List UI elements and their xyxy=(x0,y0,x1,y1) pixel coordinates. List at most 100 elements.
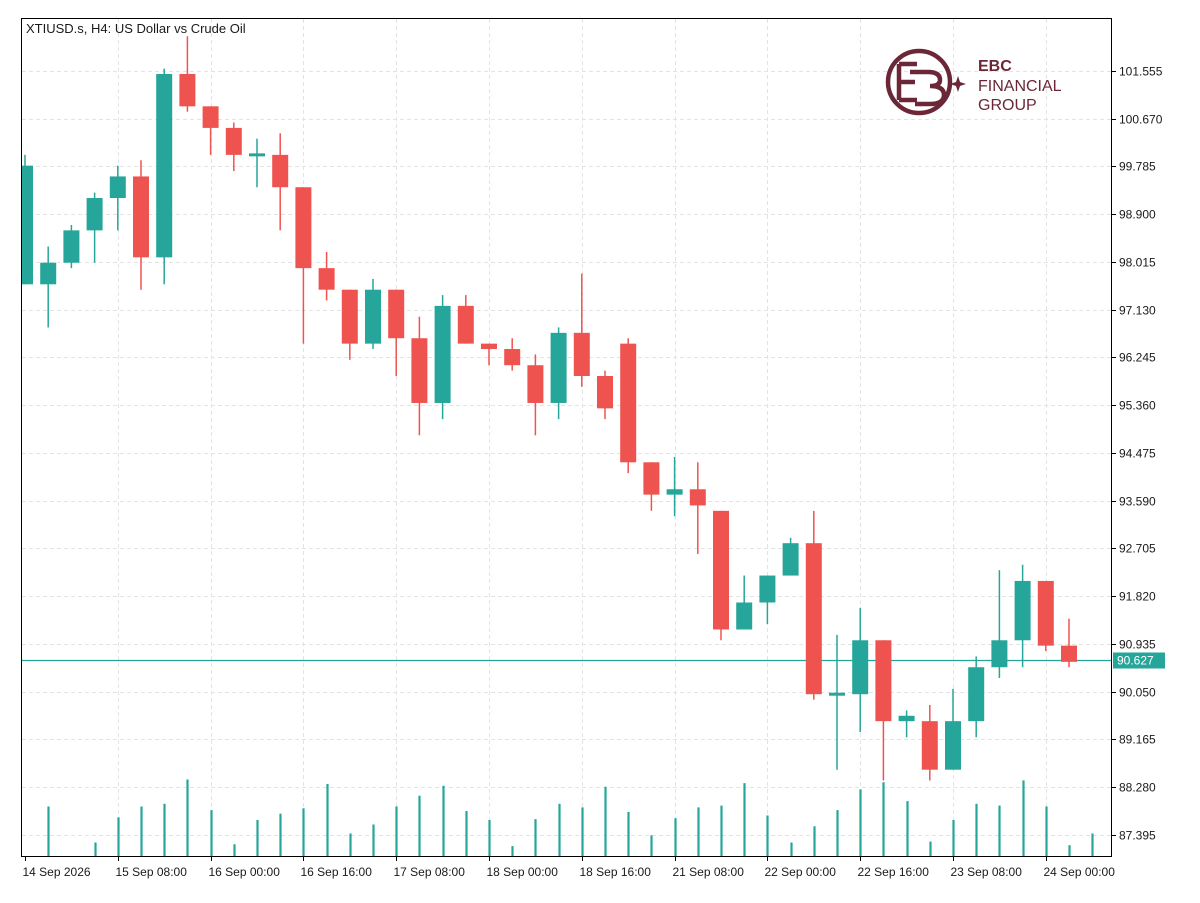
plot-frame xyxy=(21,18,1112,857)
candle-body xyxy=(365,289,381,344)
candle-bullish xyxy=(945,688,961,770)
candle-bullish xyxy=(550,327,567,420)
candle-bearish xyxy=(202,106,219,155)
candle-bullish xyxy=(86,192,103,263)
candle-bearish xyxy=(1037,580,1054,652)
candle-bearish xyxy=(341,289,358,360)
candle-bearish xyxy=(805,510,822,700)
candle-bearish xyxy=(597,370,613,420)
x-tick-label: 15 Sep 08:00 xyxy=(116,865,188,879)
candle-bullish xyxy=(22,154,33,285)
candle-bullish xyxy=(782,537,799,576)
logo-text-group: GROUP xyxy=(978,97,1037,114)
current-price-tag-layer: 90.627 xyxy=(1113,652,1165,669)
candle-body xyxy=(829,692,845,696)
y-tick-label: 89.165 xyxy=(1119,733,1156,747)
candle-bullish xyxy=(156,68,173,285)
x-tick-label: 21 Sep 08:00 xyxy=(673,865,745,879)
y-tick-label: 90.050 xyxy=(1119,686,1156,700)
candle-body xyxy=(759,575,776,603)
candle-bullish xyxy=(249,138,265,188)
candle-bearish xyxy=(573,273,590,387)
candle-body xyxy=(388,289,405,339)
candle-body xyxy=(22,165,33,285)
candle-body xyxy=(272,154,289,188)
x-tick-label: 22 Sep 00:00 xyxy=(765,865,837,879)
candle-body xyxy=(434,305,451,403)
candle-bearish xyxy=(481,343,497,366)
y-tick-label: 98.015 xyxy=(1119,256,1156,270)
x-tick-label: 14 Sep 2026 xyxy=(23,865,91,879)
ebc-logo-mark-icon xyxy=(885,48,966,116)
candle-bearish xyxy=(457,295,474,344)
candle-bearish xyxy=(921,704,938,781)
candle-bullish xyxy=(852,607,869,732)
candle-body xyxy=(713,510,729,630)
candle-bearish xyxy=(1061,618,1077,668)
candle-bearish xyxy=(527,354,544,436)
candle-body xyxy=(1037,580,1054,646)
x-tick-label: 24 Sep 00:00 xyxy=(1044,865,1116,879)
y-tick-label: 96.245 xyxy=(1119,351,1156,365)
candle-body xyxy=(179,73,196,107)
y-tick-label: 93.590 xyxy=(1119,495,1156,509)
candle-body xyxy=(597,375,613,409)
x-tick-label: 17 Sep 08:00 xyxy=(394,865,466,879)
candle-bearish xyxy=(225,122,242,172)
candle-bullish xyxy=(666,456,683,517)
candle-bearish xyxy=(504,338,521,371)
candle-bullish xyxy=(1014,564,1031,668)
candle-body xyxy=(481,343,497,350)
y-tick-label: 87.395 xyxy=(1119,829,1156,843)
candle-bearish xyxy=(295,187,312,344)
current-price-label: 90.627 xyxy=(1117,654,1154,668)
y-tick-label: 91.820 xyxy=(1119,590,1156,604)
candle-body xyxy=(875,640,892,722)
chart-title: XTIUSD.s, H4: US Dollar vs Crude Oil xyxy=(26,21,246,36)
candle-body xyxy=(898,715,915,722)
ebc-logo: EBC FINANCIAL GROUP xyxy=(885,48,1062,116)
candle-bearish xyxy=(620,338,637,474)
candle-bullish xyxy=(434,295,451,420)
candle-body xyxy=(40,262,57,285)
candle-body xyxy=(991,640,1008,668)
candle-bearish xyxy=(133,160,149,290)
candle-bearish xyxy=(689,462,706,554)
y-tick-label: 99.785 xyxy=(1119,160,1156,174)
y-tick-label: 100.670 xyxy=(1119,113,1163,127)
candle-body xyxy=(318,268,335,290)
candle-body xyxy=(156,73,173,258)
y-tick-label: 95.360 xyxy=(1119,399,1156,413)
x-tick-label: 16 Sep 00:00 xyxy=(209,865,281,879)
candle-bullish xyxy=(898,710,915,738)
candle-body xyxy=(295,187,312,269)
candle-body xyxy=(202,106,219,128)
x-tick-label: 16 Sep 16:00 xyxy=(301,865,373,879)
candle-body xyxy=(341,289,358,344)
y-tick-label: 90.935 xyxy=(1119,638,1156,652)
candle-body xyxy=(1061,645,1077,662)
candle-bullish xyxy=(968,656,985,738)
candle-body xyxy=(643,462,660,495)
candle-body xyxy=(852,640,869,695)
current-price-tag xyxy=(1113,652,1165,669)
candle-bullish xyxy=(991,570,1008,679)
y-tick-label: 101.555 xyxy=(1119,65,1163,79)
candle-body xyxy=(666,489,683,495)
candle-bullish xyxy=(109,165,126,231)
y-tick-label: 98.900 xyxy=(1119,208,1156,222)
y-axis: 101.555 100.670 99.785 98.900 98.015 97.130 96… xyxy=(1111,65,1163,843)
candle-body xyxy=(736,602,753,630)
candle-body xyxy=(527,365,544,403)
y-tick-label: 92.705 xyxy=(1119,542,1156,556)
candle-body xyxy=(1014,580,1031,641)
candle-bearish xyxy=(179,36,196,112)
candle-body xyxy=(411,338,428,403)
candle-bearish xyxy=(388,289,405,376)
candle-body xyxy=(249,153,265,157)
candle-body xyxy=(945,721,961,770)
logo-text-ebc: EBC xyxy=(978,58,1012,75)
candle-body xyxy=(63,230,80,263)
candle-body xyxy=(86,198,103,231)
